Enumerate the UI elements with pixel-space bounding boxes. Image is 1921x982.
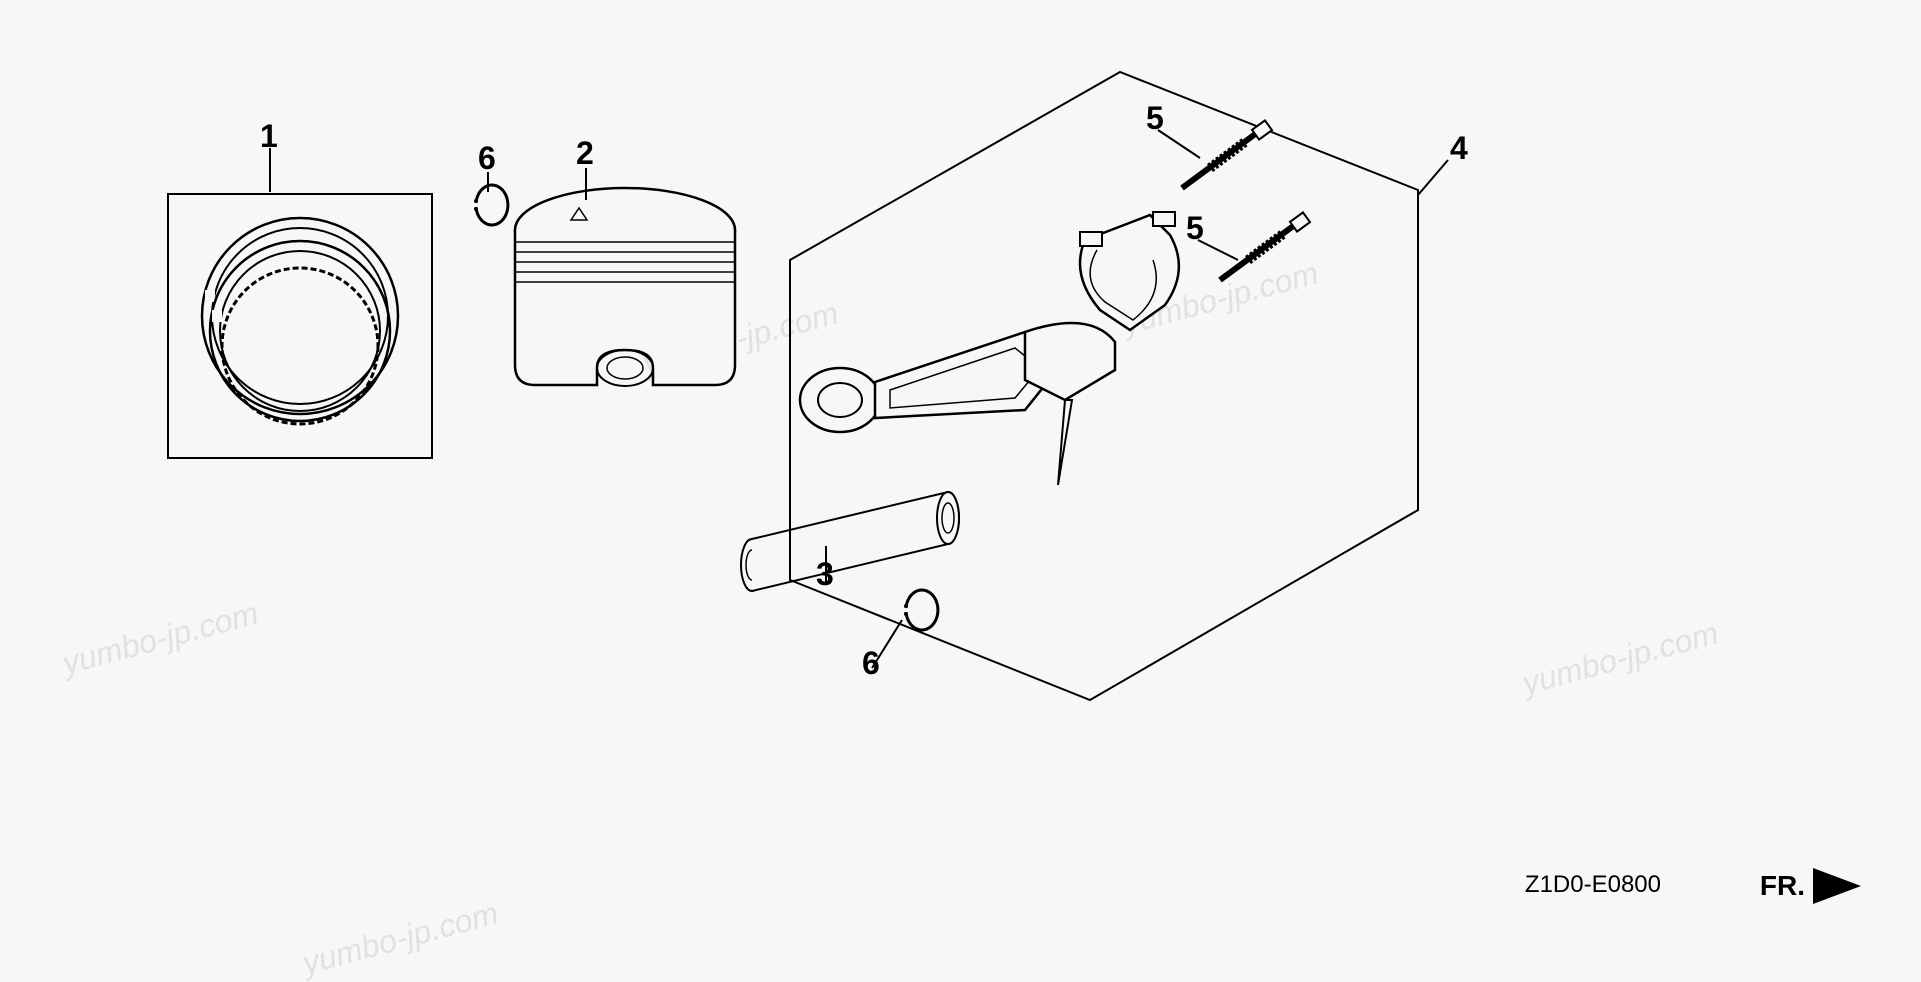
diagram-container: yumbo-jp.com yumbo-jp.com yumbo-jp.com y…: [0, 0, 1921, 959]
fr-label: FR.: [1760, 870, 1805, 902]
arrow-right-icon: [1813, 868, 1861, 904]
part-label-1: 1: [260, 118, 278, 155]
part-label-3: 3: [816, 556, 834, 593]
part-label-5a: 5: [1146, 100, 1164, 137]
diagram-code: Z1D0-E0800: [1525, 871, 1661, 899]
part-label-2: 2: [576, 135, 594, 172]
part-label-6a: 6: [478, 140, 496, 177]
front-direction-indicator: FR.: [1760, 868, 1861, 904]
part-label-4: 4: [1450, 130, 1468, 167]
technical-drawing: [0, 0, 1921, 959]
part-label-5b: 5: [1186, 210, 1204, 247]
part-label-6b: 6: [862, 645, 880, 682]
